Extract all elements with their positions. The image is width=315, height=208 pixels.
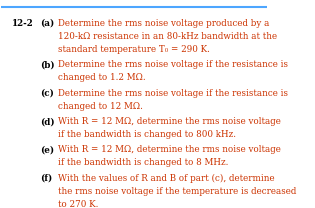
Text: 120-kΩ resistance in an 80-kHz bandwidth at the: 120-kΩ resistance in an 80-kHz bandwidth… xyxy=(59,32,278,41)
Text: to 270 K.: to 270 K. xyxy=(59,200,99,208)
Text: (f): (f) xyxy=(40,174,52,183)
Text: if the bandwidth is changed to 8 MHz.: if the bandwidth is changed to 8 MHz. xyxy=(59,158,229,167)
Text: (e): (e) xyxy=(40,145,54,155)
Text: With R = 12 MΩ, determine the rms noise voltage: With R = 12 MΩ, determine the rms noise … xyxy=(59,117,281,126)
Text: With the values of R and B of part (c), determine: With the values of R and B of part (c), … xyxy=(59,174,275,183)
Text: With R = 12 MΩ, determine the rms noise voltage: With R = 12 MΩ, determine the rms noise … xyxy=(59,145,281,155)
Text: changed to 12 MΩ.: changed to 12 MΩ. xyxy=(59,102,143,111)
Text: 12-2: 12-2 xyxy=(12,19,34,28)
Text: changed to 1.2 MΩ.: changed to 1.2 MΩ. xyxy=(59,73,146,82)
Text: (d): (d) xyxy=(40,117,54,126)
Text: the rms noise voltage if the temperature is decreased: the rms noise voltage if the temperature… xyxy=(59,187,297,196)
Text: (a): (a) xyxy=(40,19,54,28)
Text: Determine the rms noise voltage if the resistance is: Determine the rms noise voltage if the r… xyxy=(59,60,289,69)
Text: Determine the rms noise voltage if the resistance is: Determine the rms noise voltage if the r… xyxy=(59,89,289,98)
Text: Determine the rms noise voltage produced by a: Determine the rms noise voltage produced… xyxy=(59,19,270,28)
Text: if the bandwidth is changed to 800 kHz.: if the bandwidth is changed to 800 kHz. xyxy=(59,130,237,139)
Text: (b): (b) xyxy=(40,60,54,69)
Text: (c): (c) xyxy=(40,89,54,98)
Text: standard temperature T₀ = 290 K.: standard temperature T₀ = 290 K. xyxy=(59,45,210,54)
